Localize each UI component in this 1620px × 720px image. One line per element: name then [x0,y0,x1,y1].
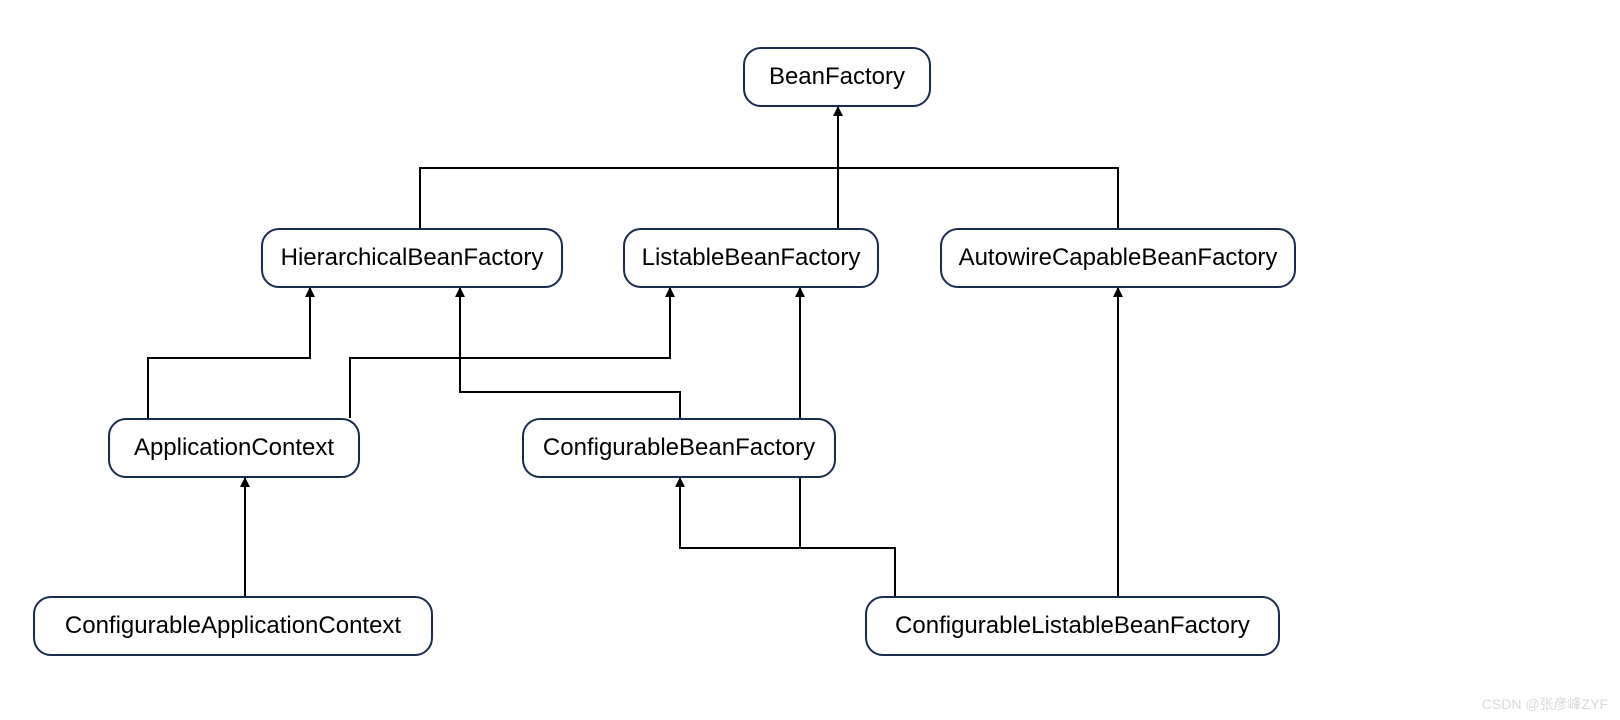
node-label: ListableBeanFactory [642,244,861,272]
watermark: CSDN @张彦峰ZYF [1482,694,1608,714]
edge-configurablebf-hierarchical [460,288,680,418]
node-configurablebf: ConfigurableBeanFactory [522,418,836,478]
node-hierarchical: HierarchicalBeanFactory [261,228,563,288]
node-configurablelistable: ConfigurableListableBeanFactory [865,596,1280,656]
node-beanfactory: BeanFactory [743,47,931,107]
edge-appcontext-listable [350,288,670,418]
node-label: ConfigurableListableBeanFactory [895,612,1250,640]
node-label: AutowireCapableBeanFactory [959,244,1278,272]
node-listable: ListableBeanFactory [623,228,879,288]
node-label: ConfigurableBeanFactory [543,434,815,462]
node-label: ApplicationContext [134,434,334,462]
node-configurableappctx: ConfigurableApplicationContext [33,596,433,656]
node-label: HierarchicalBeanFactory [281,244,544,272]
edge-hierarchical-beanfactory [420,168,838,228]
edge-autowire-beanfactory [838,168,1118,228]
edge-appcontext-hierarchical [148,288,310,418]
node-autowire: AutowireCapableBeanFactory [940,228,1296,288]
edge-configurablelistable-configurablebf [680,478,895,596]
node-appcontext: ApplicationContext [108,418,360,478]
node-label: ConfigurableApplicationContext [65,612,401,640]
node-label: BeanFactory [769,63,905,91]
